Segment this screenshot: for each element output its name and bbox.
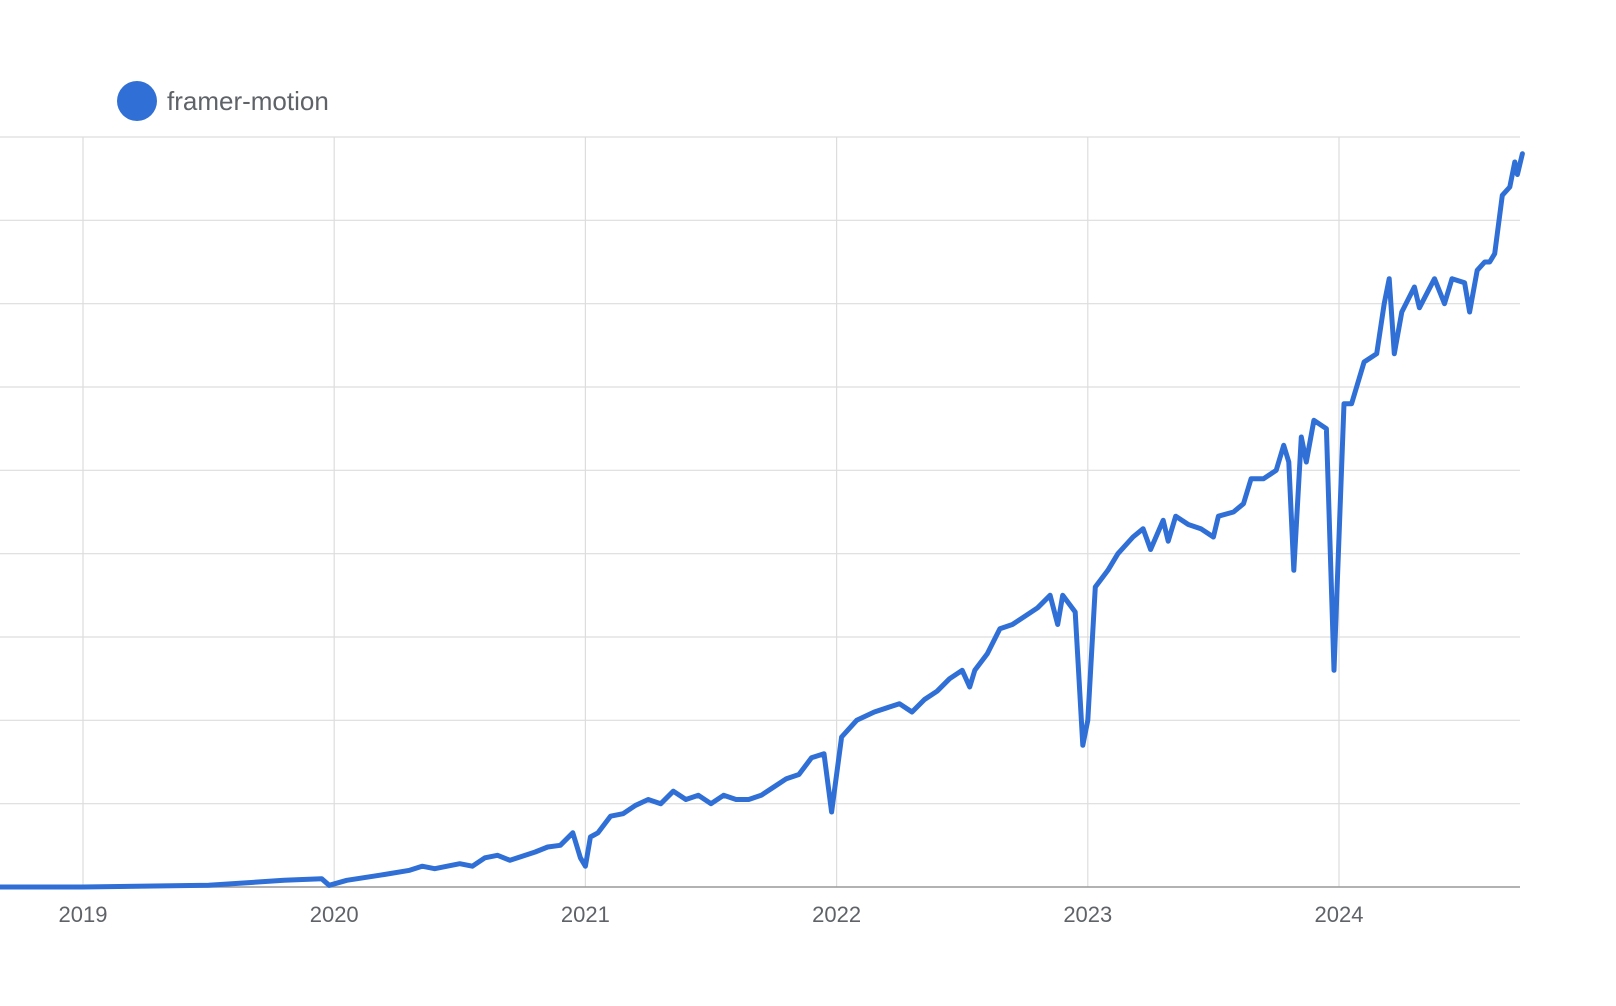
x-tick-label: 2019 xyxy=(59,902,108,927)
x-tick-label: 2024 xyxy=(1315,902,1364,927)
x-tick-label: 2020 xyxy=(310,902,359,927)
x-tick-label: 2021 xyxy=(561,902,610,927)
legend-label: framer-motion xyxy=(167,85,329,116)
legend[interactable]: framer-motion xyxy=(117,81,329,121)
circle-marker-icon xyxy=(117,81,157,121)
series-line-framer-motion xyxy=(0,151,1525,890)
x-tick-label: 2022 xyxy=(812,902,861,927)
x-tick-label: 2023 xyxy=(1063,902,1112,927)
